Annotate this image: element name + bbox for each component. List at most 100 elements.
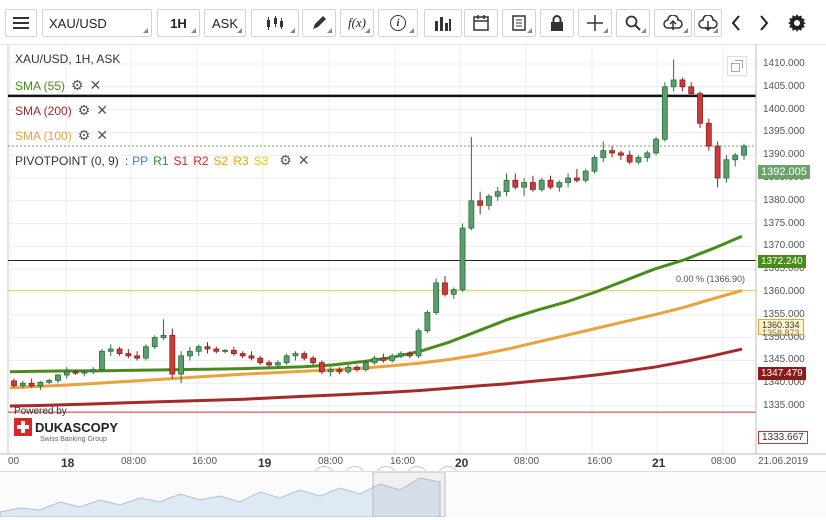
candle-body (547, 179, 554, 188)
sma100-remove-close-icon[interactable]: ✕ (96, 127, 108, 143)
symbol-value: XAU/USD (49, 15, 107, 31)
navigator-window[interactable] (372, 471, 446, 518)
pivot-part-r3: R3 (233, 153, 249, 168)
calendar-button[interactable] (464, 9, 498, 37)
dropdown-corner-icon (713, 28, 718, 33)
settings-button[interactable] (784, 9, 810, 37)
time-tick-label: 21.06.2019 (758, 456, 809, 467)
price-tick-label: 1365.000 (763, 263, 805, 275)
timeframe-selector[interactable]: 1H (157, 9, 200, 37)
candlestick-type-icon (267, 16, 283, 30)
upload-button[interactable] (654, 9, 692, 37)
scroll-left-button[interactable] (724, 9, 748, 37)
menu-button[interactable] (5, 9, 37, 37)
candle-body (521, 182, 528, 188)
info-button[interactable]: i (378, 9, 418, 37)
volume-button[interactable] (424, 9, 462, 37)
candle-body (486, 195, 492, 206)
sma55-remove-close-icon[interactable]: ✕ (89, 77, 102, 93)
candle-body (459, 227, 466, 291)
chevron-right-icon (760, 15, 769, 31)
navigator-area-chart (0, 471, 446, 518)
template-button[interactable] (502, 9, 536, 37)
candle-body (99, 350, 105, 370)
pivot-components: PP R1 S1 R2 S2 R3 S3 (132, 154, 273, 168)
candle-body (169, 334, 176, 375)
sma55-settings-gear-icon[interactable]: ⚙ (71, 77, 84, 93)
candle-body (187, 350, 193, 357)
legend-sma100: SMA (100) ⚙ ✕ (15, 127, 108, 144)
candle-body (222, 349, 228, 352)
legend-sma55: SMA (55) ⚙ ✕ (15, 77, 101, 94)
function-icon: f(x) (347, 15, 367, 30)
drawing-tools-button[interactable] (302, 9, 336, 37)
maximize-chart-button[interactable] (727, 56, 747, 76)
symbol-selector[interactable]: XAU/USD (42, 9, 152, 37)
brand-name: DUKASCOPY (35, 419, 119, 435)
dropdown-corner-icon (237, 28, 242, 33)
indicators-button[interactable]: f(x) (340, 9, 374, 37)
candle-body (19, 382, 26, 386)
side-selector[interactable]: ASK (204, 9, 246, 37)
candle-body (565, 177, 571, 183)
candle-body (125, 353, 132, 357)
chart-area[interactable]: XAU/USD, 1H, ASK SMA (55) ⚙ ✕ SMA (200) … (0, 44, 826, 518)
price-tick-label: 1400.000 (763, 103, 805, 115)
powered-by-text: Powered by (14, 406, 67, 417)
candle-body (72, 371, 79, 374)
candle-body (380, 357, 387, 361)
candle-body (248, 355, 255, 359)
sma100-settings-gear-icon[interactable]: ⚙ (77, 127, 91, 143)
candle-body (626, 154, 633, 163)
price-tick-label: 1395.000 (763, 126, 805, 138)
chart-toolbar: XAU/USD 1H ASK f(x) i (0, 0, 826, 45)
candle-body (406, 353, 413, 357)
candle-body (723, 159, 730, 179)
pivot-settings-gear-icon[interactable]: ⚙ (279, 152, 292, 168)
sma100-value-alt: 1358.873 (762, 328, 800, 338)
pivot-part-pp: PP (132, 153, 149, 168)
candle-body (433, 282, 440, 313)
candle-body (600, 150, 607, 158)
navigator-panel[interactable] (0, 471, 826, 518)
candle-body (609, 150, 615, 154)
pivot-remove-close-icon[interactable]: ✕ (297, 152, 310, 168)
sma200-remove-close-icon[interactable]: ✕ (96, 102, 108, 118)
candle-body (239, 353, 246, 357)
candle-body (512, 179, 519, 188)
current-price-tag: 1392.005 (758, 165, 810, 179)
hamburger-icon (13, 17, 29, 29)
time-tick-label: 21 (652, 456, 666, 470)
candle-body (37, 381, 44, 387)
candle-body (327, 369, 334, 373)
candle-body (230, 349, 237, 354)
chart-type-button[interactable] (251, 9, 299, 37)
candle-body (160, 334, 167, 339)
zoom-button[interactable] (616, 9, 650, 37)
price-tick-label: 1370.000 (763, 240, 805, 252)
crosshair-button[interactable] (578, 9, 612, 37)
chevron-left-icon (731, 15, 740, 31)
time-tick-label: 08:00 (121, 456, 147, 467)
timeframe-value: 1H (170, 15, 187, 31)
candle-body (732, 154, 739, 161)
price-chart[interactable] (0, 44, 826, 516)
price-tick-label: 1355.000 (763, 308, 805, 320)
candle-body (55, 374, 61, 381)
candle-body (538, 179, 545, 190)
time-tick-label: 08:00 (711, 456, 737, 467)
candle-body (494, 191, 501, 197)
candle-body (503, 179, 510, 193)
pivot-part-r1: R1 (153, 153, 169, 168)
price-tick-label: 1360.000 (763, 286, 805, 297)
scroll-right-button[interactable] (752, 9, 776, 37)
dropdown-corner-icon (143, 28, 148, 33)
crosshair-icon (587, 15, 603, 31)
pivot-part-s2: S2 (213, 153, 229, 168)
sma55-price-tag: 1372.240 (758, 255, 806, 268)
sma200-settings-gear-icon[interactable]: ⚙ (77, 102, 91, 118)
download-button[interactable] (694, 9, 722, 37)
lock-button[interactable] (540, 9, 574, 37)
chart-title-legend: XAU/USD, 1H, ASK (15, 52, 120, 66)
candle-body (310, 357, 316, 364)
